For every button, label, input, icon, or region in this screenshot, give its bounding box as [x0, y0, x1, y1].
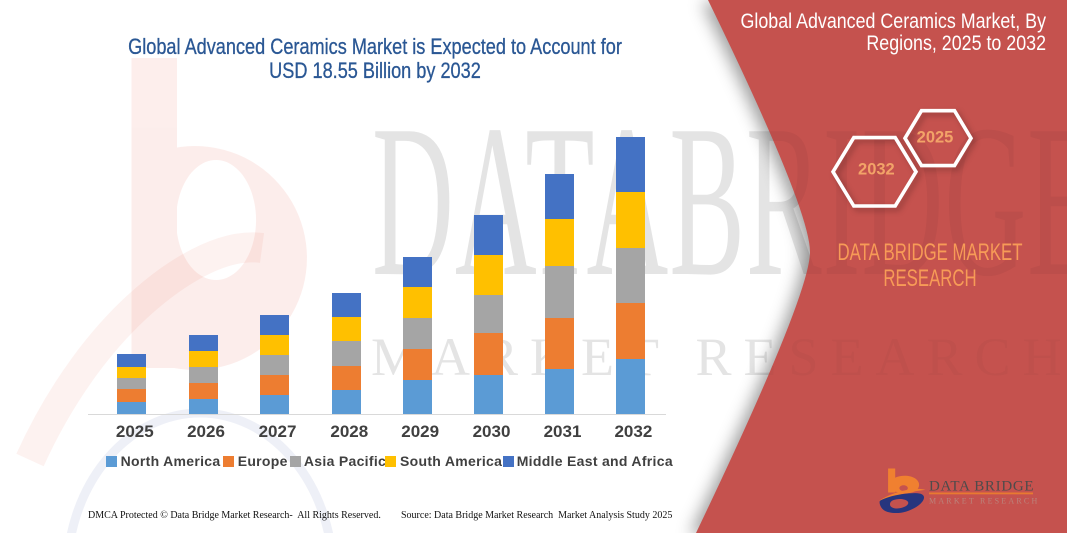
- svg-text:2032: 2032: [858, 160, 895, 178]
- svg-text:2025: 2025: [917, 129, 954, 147]
- svg-text:DATA BRIDGE: DATA BRIDGE: [929, 479, 1034, 495]
- svg-text:MARKET RESEARCH: MARKET RESEARCH: [929, 497, 1039, 506]
